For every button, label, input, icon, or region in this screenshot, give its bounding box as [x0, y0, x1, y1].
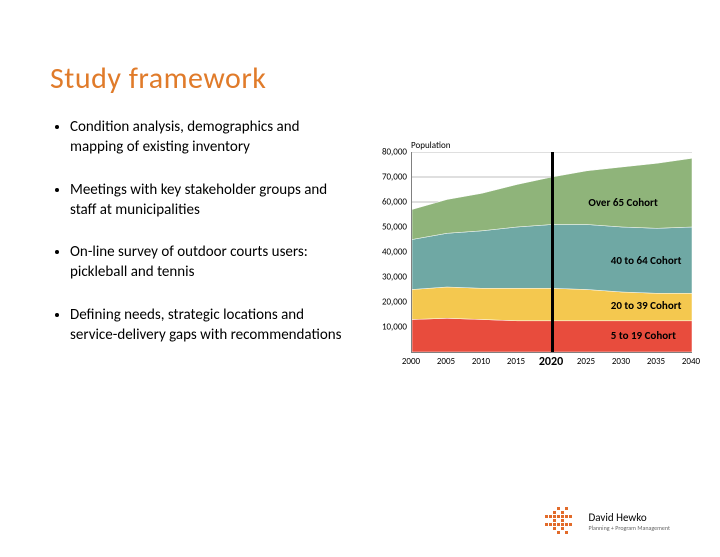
bullet-item: On-line survey of outdoor courts users: … [70, 242, 350, 283]
chart-x-tick: 2000 [402, 356, 420, 367]
bullet-item: Meetings with key stakeholder groups and… [70, 180, 350, 221]
footer-logo: David Hewko Planning + Program Managemen… [541, 505, 670, 537]
chart-x-tick: 2015 [507, 356, 525, 367]
chart-y-tick: 40,000 [382, 247, 407, 258]
chart-y-tick: 50,000 [382, 222, 407, 233]
chart-x-tick: 2010 [472, 356, 490, 367]
chart-y-tick: 60,000 [382, 197, 407, 208]
chart-x-tick: 2025 [577, 356, 595, 367]
chart-y-tick: 70,000 [382, 172, 407, 183]
logo-name: David Hewko [589, 512, 670, 523]
chart-series-label: 5 to 19 Cohort [611, 329, 676, 342]
chart-reference-line [551, 152, 554, 352]
chart-series-label: 40 to 64 Cohort [611, 254, 682, 267]
chart-y-tick: 20,000 [382, 297, 407, 308]
chart-series-label: 20 to 39 Cohort [611, 299, 682, 312]
chart-y-tick: 80,000 [382, 147, 407, 158]
chart-plot-area: 5 to 19 Cohort 20 to 39 Cohort 40 to 64 Co… [411, 152, 692, 353]
logo-mark-icon [541, 505, 583, 537]
bullet-item: Condition analysis, demographics and map… [70, 117, 350, 158]
chart-y-tick: 10,000 [382, 322, 407, 333]
chart-x-tick: 2030 [612, 356, 630, 367]
page-title: Study framework [50, 60, 670, 97]
bullet-list: Condition analysis, demographics and map… [50, 117, 350, 367]
chart-x-tick: 2020 [539, 355, 563, 369]
chart-y-labels: 10,000 20,000 30,000 40,000 50,000 60,000 70,0… [375, 152, 409, 352]
logo-tagline: Planning + Program Management [589, 525, 670, 531]
bullet-item: Defining needs, strategic locations and … [70, 305, 350, 346]
chart-x-tick: 2035 [647, 356, 665, 367]
body-row: Condition analysis, demographics and map… [50, 117, 670, 367]
chart-y-tick: 30,000 [382, 272, 407, 283]
logo-text: David Hewko Planning + Program Managemen… [589, 512, 670, 531]
chart-y-axis-title: Population [411, 140, 450, 151]
chart-x-tick: 2040 [682, 356, 700, 367]
chart-series-label: Over 65 Cohort [588, 196, 657, 209]
chart-x-tick: 2005 [437, 356, 455, 367]
